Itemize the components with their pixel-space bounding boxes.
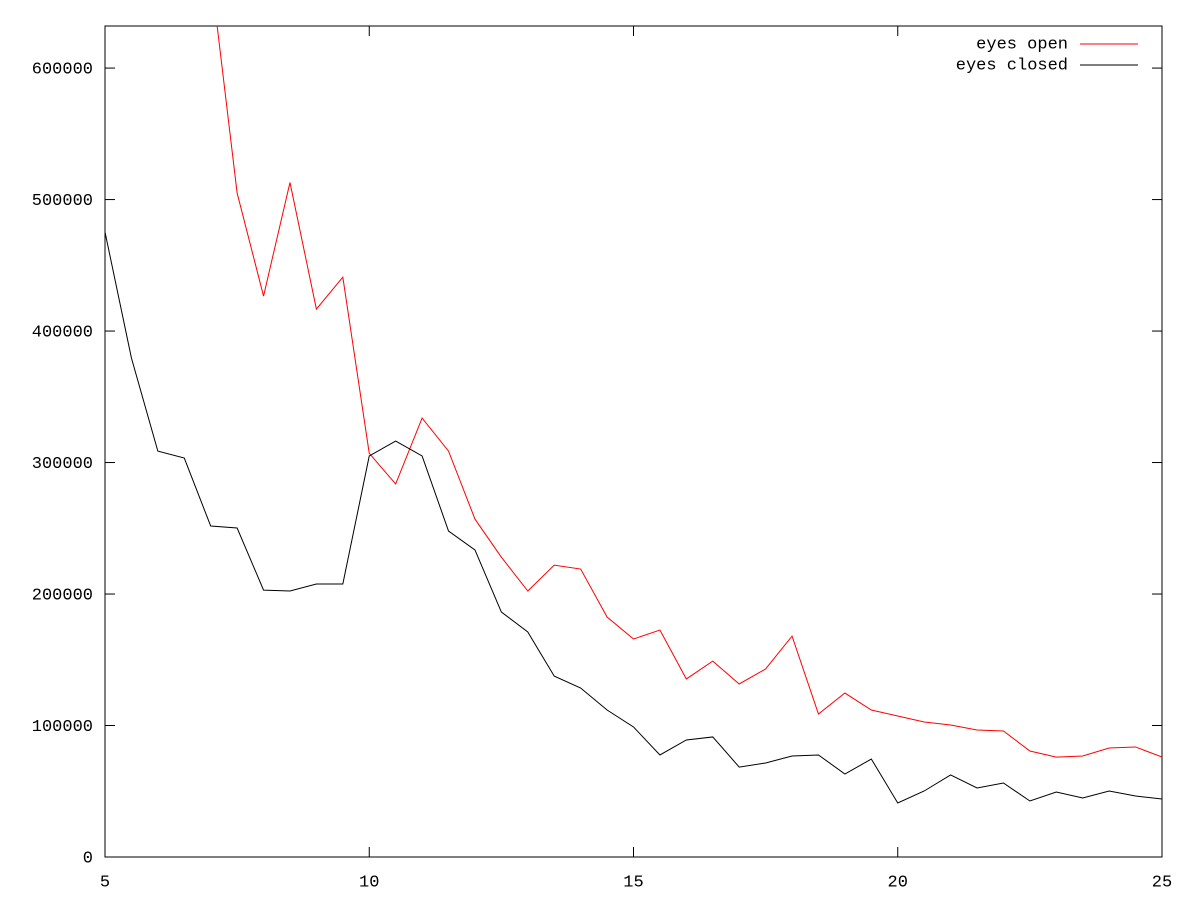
data-line [105,231,1162,804]
x-tick-label: 20 [888,873,908,892]
y-tick-label: 0 [83,849,93,868]
x-tick-label: 25 [1152,873,1172,892]
y-tick-label: 200000 [32,587,93,606]
y-tick-label: 400000 [32,324,93,343]
y-tick-label: 100000 [32,718,93,737]
data-line [216,26,1162,758]
x-tick-label: 15 [623,873,643,892]
x-tick-label: 10 [359,873,379,892]
x-tick-label: 5 [100,873,110,892]
plot-border [104,25,1163,858]
legend-label: eyes open [976,35,1068,54]
legend-label: eyes closed [956,56,1068,75]
plot-lines [105,26,1162,804]
y-tick-label: 600000 [32,61,93,80]
y-tick-label: 300000 [32,455,93,474]
y-tick-label: 500000 [32,192,93,211]
